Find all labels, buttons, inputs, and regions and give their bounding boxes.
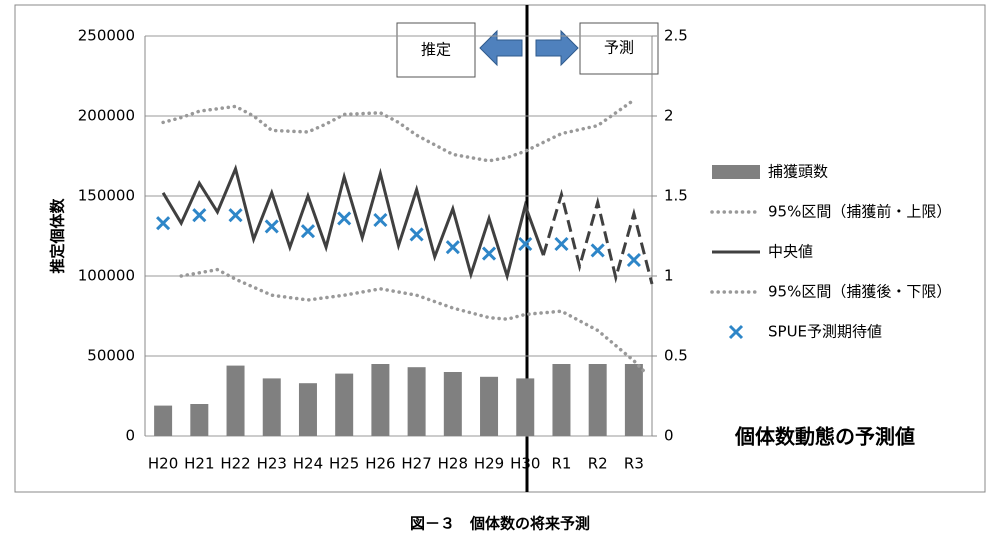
legend-label: 95%区間（捕獲前・上限）: [768, 203, 951, 221]
legend-swatch: [728, 324, 744, 340]
annotation: 予測: [604, 39, 634, 57]
line: [179, 267, 647, 374]
y2-tick-label: 1.5: [664, 187, 688, 205]
y-tick-label: 250000: [78, 27, 135, 45]
arrow-right: [535, 29, 579, 67]
bar: [480, 376, 499, 436]
bar: [335, 373, 354, 436]
y2-tick-label: 1: [664, 267, 674, 285]
x-tick-label: H20: [148, 455, 178, 473]
bar: [371, 364, 390, 436]
y-tick-label: 100000: [78, 267, 135, 285]
marker: [228, 208, 243, 223]
y2-tick-label: 2: [664, 107, 674, 125]
legend-label: SPUE予測期待値: [768, 323, 882, 341]
legend-swatch: [712, 165, 760, 179]
y-axis-label: 推定個体数: [49, 198, 67, 274]
x-tick-label: H26: [365, 455, 395, 473]
bar: [588, 364, 607, 436]
x-tick-label: H23: [257, 455, 287, 473]
marker: [554, 236, 569, 252]
marker: [590, 243, 605, 258]
x-tick-label: H24: [293, 455, 323, 473]
chart-title: 個体数動態の予測値: [734, 425, 915, 449]
bar: [624, 364, 643, 436]
marker: [409, 227, 424, 242]
legend-label: 中央値: [768, 243, 813, 261]
x-tick-label: H25: [329, 455, 359, 473]
x-tick-label: H22: [220, 455, 250, 473]
marker: [445, 240, 460, 255]
marker: [373, 212, 388, 228]
bar: [552, 364, 571, 436]
bar: [154, 405, 173, 436]
marker: [264, 219, 279, 234]
x-tick-label: H30: [510, 455, 540, 473]
marker: [156, 216, 171, 231]
bar: [262, 378, 281, 436]
x-tick-label: H27: [401, 455, 431, 473]
bar: [298, 383, 317, 436]
x-tick-label: H28: [438, 455, 468, 473]
annotation-box: [396, 22, 476, 78]
bar: [407, 367, 426, 436]
x-tick-label: R1: [551, 455, 571, 473]
bar: [443, 372, 462, 436]
y-tick-label: 50000: [87, 347, 135, 365]
y2-tick-label: 0.5: [664, 347, 688, 365]
x-tick-label: H21: [184, 455, 214, 473]
y-tick-label: 200000: [78, 107, 135, 125]
line: [161, 98, 636, 163]
line: [161, 164, 545, 282]
marker: [337, 211, 352, 226]
y-tick-label: 0: [125, 427, 135, 445]
legend-label: 捕獲頭数: [768, 163, 828, 181]
x-tick-label: H29: [474, 455, 504, 473]
caption: 図－３ 個体数の将来予測: [410, 515, 590, 533]
marker: [518, 236, 533, 252]
y2-tick-label: 0: [664, 427, 674, 445]
line: [541, 188, 654, 285]
marker: [626, 252, 641, 268]
annotation: 推定: [421, 41, 451, 59]
annotation-box: [579, 22, 659, 75]
marker: [300, 224, 316, 239]
x-tick-label: R2: [588, 455, 608, 473]
y2-tick-label: 2.5: [664, 27, 688, 45]
bar: [516, 378, 535, 436]
marker: [481, 246, 497, 261]
y-tick-label: 150000: [78, 187, 135, 205]
bar: [190, 404, 209, 436]
bar: [226, 365, 245, 436]
marker: [192, 208, 207, 223]
arrow-left: [479, 29, 523, 67]
x-tick-label: R3: [624, 455, 644, 473]
legend-label: 95%区間（捕獲後・下限）: [768, 283, 951, 301]
